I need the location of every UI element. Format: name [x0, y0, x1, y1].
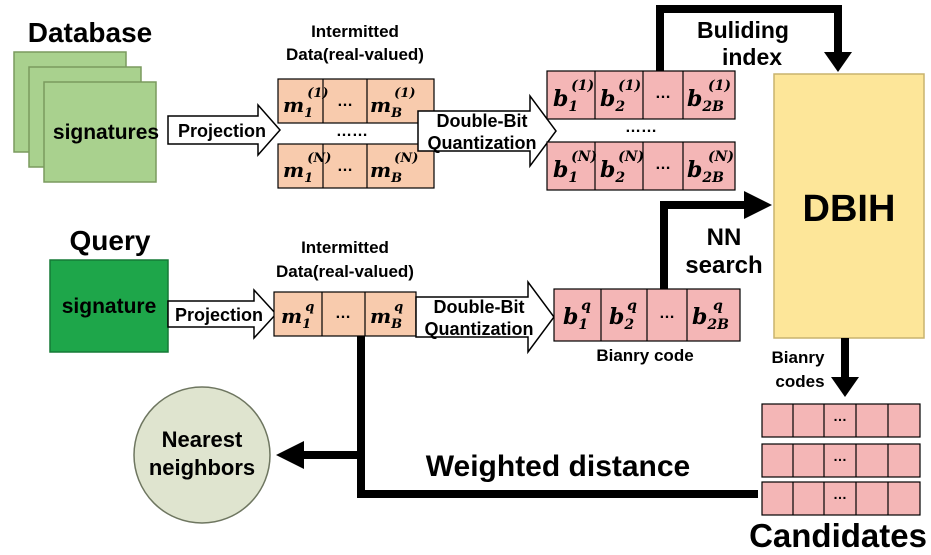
nn-search-arrow	[660, 201, 748, 289]
query-real-first-cell: m1q	[281, 300, 314, 332]
query-real-row: m1q … mBq	[273, 291, 417, 337]
candidate-row-3-ellipsis: …	[833, 486, 847, 502]
weighted-distance-arrowhead	[276, 441, 304, 469]
db-real-row-1-first-cell: m1(1)	[283, 86, 329, 121]
candidate-row: …	[761, 481, 921, 516]
query-signature-box	[49, 259, 169, 353]
db-intermediate-line2: Data(real-valued)	[286, 45, 424, 64]
candidate-row: …	[761, 443, 921, 478]
nn-search-line2: search	[685, 252, 762, 279]
db-real-row-n-first-cell: m1(N)	[283, 151, 331, 186]
weighted-distance-path	[357, 336, 758, 498]
query-title: Query	[70, 225, 151, 256]
db-real-row-1-ellipsis: …	[337, 93, 353, 110]
nn-search-arrowhead	[744, 191, 772, 219]
db-binary-rows-ellipsis: ……	[625, 119, 657, 136]
db-real-row-1: m1(1) … mB(1)	[277, 78, 435, 124]
db-quantization-line1: Double-Bit	[437, 111, 528, 131]
signatures-label: signatures	[53, 121, 159, 144]
query-binary-cell-3: b2Bq	[692, 298, 729, 333]
db-real-row-n-last-cell: mB(N)	[370, 151, 418, 186]
query-intermediate-line2: Data(real-valued)	[276, 262, 414, 281]
db-projection-arrow: Projection	[167, 103, 281, 157]
building-index-line2: index	[722, 44, 782, 70]
db-binary-row-n-cell-1: b1(N)	[553, 149, 597, 186]
db-real-row-1-last-cell: mB(1)	[370, 86, 416, 121]
query-quantization-line1: Double-Bit	[434, 297, 525, 317]
db-binary-row-1: b1(1) b2(1) … b2B(1)	[546, 70, 736, 120]
bianry-codes-line1: Bianry	[772, 348, 825, 367]
signature-sheet-front	[43, 81, 157, 183]
candidate-row-2-ellipsis: …	[833, 448, 847, 464]
db-binary-row-n-ellipsis: …	[655, 156, 671, 173]
query-real-ellipsis: …	[335, 305, 351, 322]
db-binary-row-1-cell-2: b2(1)	[600, 78, 641, 115]
db-binary-row-n: b1(N) b2(N) … b2B(N)	[546, 141, 736, 191]
db-binary-row-1-cell-3: b2B(1)	[687, 78, 731, 115]
query-binary-caption: Bianry code	[596, 346, 693, 365]
database-signature-stack: signatures	[13, 51, 159, 183]
dbih-label: DBIH	[803, 188, 896, 230]
dbih-to-candidates-arrowhead	[831, 377, 859, 397]
db-projection-label: Projection	[178, 121, 266, 141]
database-title: Database	[28, 17, 153, 48]
building-index-arrowhead	[824, 52, 852, 72]
db-quantization-arrow: Double-Bit Quantization	[417, 93, 557, 169]
nn-search-line1: NN	[707, 224, 742, 251]
query-real-last-cell: mBq	[370, 300, 403, 332]
query-projection-label: Projection	[175, 305, 263, 325]
db-binary-row-1-cell-1: b1(1)	[553, 78, 594, 115]
bianry-codes-line2: codes	[775, 372, 824, 391]
db-binary-row-n-cell-2: b2(N)	[600, 149, 644, 186]
query-quantization-arrow: Double-Bit Quantization	[415, 279, 555, 355]
db-real-rows-ellipsis: ……	[336, 123, 368, 140]
db-quantization-line2: Quantization	[428, 133, 537, 153]
db-binary-row-1-ellipsis: …	[655, 85, 671, 102]
db-real-row-n-ellipsis: …	[337, 158, 353, 175]
weighted-distance-label: Weighted distance	[426, 450, 691, 483]
building-index-line1: Buliding	[697, 17, 789, 43]
nearest-neighbors-circle	[133, 386, 271, 524]
nearest-neighbors-line1: Nearest	[162, 427, 243, 452]
query-intermediate-line1: Intermitted	[301, 238, 389, 257]
candidate-row: …	[761, 403, 921, 438]
nearest-neighbors-line2: neighbors	[149, 455, 255, 480]
query-projection-arrow: Projection	[167, 288, 278, 340]
db-intermediate-line1: Intermitted	[311, 22, 399, 41]
building-index-arrow	[656, 5, 842, 71]
query-binary-row: b1q b2q … b2Bq	[553, 288, 741, 342]
candidates-label: Candidates	[749, 517, 927, 554]
query-binary-ellipsis: …	[659, 305, 675, 322]
query-binary-cell-1: b1q	[563, 298, 591, 333]
db-binary-row-n-cell-3: b2B(N)	[687, 149, 734, 186]
query-binary-cell-2: b2q	[609, 298, 637, 333]
db-real-row-n: m1(N) … mB(N)	[277, 143, 435, 189]
candidate-row-1-ellipsis: …	[833, 408, 847, 424]
query-quantization-line2: Quantization	[425, 319, 534, 339]
query-signature-label: signature	[62, 295, 157, 318]
